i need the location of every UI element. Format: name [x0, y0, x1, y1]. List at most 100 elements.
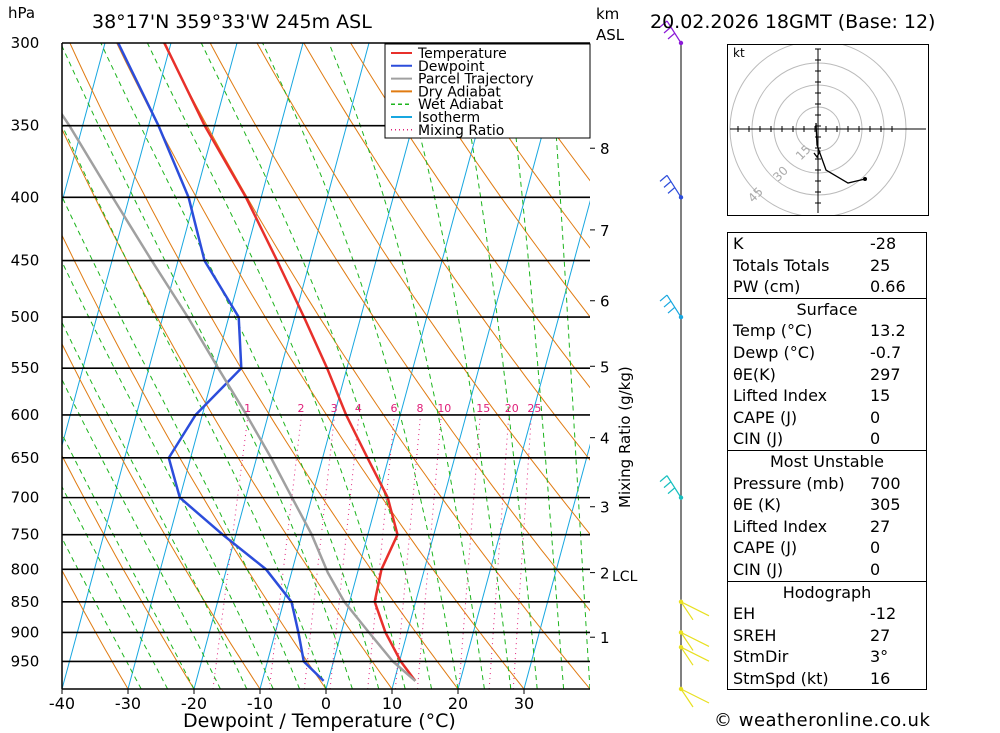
x-tick-label: -20	[181, 694, 207, 713]
wind-barb	[680, 631, 710, 651]
km-label: km	[596, 5, 619, 23]
pressure-tick-label: 900	[11, 623, 40, 641]
mixing-ratio-label: 20	[505, 402, 519, 415]
wind-barb	[659, 294, 682, 318]
x-tick-label: 30	[514, 694, 534, 713]
storm-motion-marker	[813, 150, 821, 159]
wind-barb	[659, 475, 682, 498]
wet-adiabat-line	[62, 260, 274, 689]
wind-barb	[680, 601, 710, 621]
km-tick-label: 1	[600, 629, 610, 647]
surface-row: Lifted Index 15	[733, 386, 891, 406]
isotherm-line	[62, 43, 238, 689]
hodograph-trace	[815, 122, 866, 184]
mixing-ratio-line	[268, 414, 303, 689]
mixing-ratio-label: 3	[331, 402, 338, 415]
wet-adiabat-line	[453, 43, 538, 689]
x-tick-label: -30	[115, 694, 141, 713]
copyright-link[interactable]: © weatheronline.co.uk	[714, 710, 931, 731]
hodograph-end-point	[863, 177, 867, 181]
surface-table: Surface Temp (°C) 13.2 Dewp (°C) -0.7 θE(K…	[727, 298, 927, 451]
index-row: PW (cm) 0.66	[733, 277, 906, 297]
datetime-title: 20.02.2026 18GMT (Base: 12)	[650, 11, 935, 33]
index-row: K -28	[733, 234, 897, 253]
pressure-tick-label: 600	[11, 406, 40, 424]
wet-adiabat-line	[62, 124, 327, 689]
x-axis-title: Dewpoint / Temperature (°C)	[183, 710, 456, 732]
isotherm-line	[259, 43, 436, 689]
legend-label: Dewpoint	[418, 59, 485, 75]
wet-adiabat-line	[549, 43, 590, 689]
wet-adiabat-line	[62, 44, 353, 689]
mixing-ratio-line	[303, 414, 336, 689]
wind-barb	[659, 20, 682, 44]
wet-adiabat-line	[262, 43, 459, 689]
pressure-tick-label: 750	[11, 526, 40, 544]
dry-adiabat-line	[62, 569, 129, 689]
km-tick-label: 8	[600, 140, 610, 158]
profiles	[62, 43, 417, 682]
hodograph-row: SREH 27	[733, 625, 891, 645]
dry-adiabat-line	[350, 43, 590, 389]
mixing-ratio-label: 4	[355, 402, 362, 415]
pressure-tick-label: 450	[11, 252, 40, 270]
isotherm-line	[325, 43, 502, 689]
mixing-ratio-line	[394, 414, 422, 689]
mixing-ratio-label: 6	[390, 402, 397, 415]
wet-adiabat-line	[62, 537, 142, 689]
km-tick-label: 7	[600, 222, 610, 240]
wet-adiabat-line	[62, 432, 195, 689]
km-tick-label: 3	[600, 499, 610, 517]
mixing-ratio-label: 25	[527, 402, 541, 415]
hodograph-ring-label: 30	[770, 163, 791, 184]
mixing-ratio-label: 2	[298, 402, 305, 415]
axes: 1 2 3 4 6 8 10 15 20 2530035040045050055060065070…	[11, 34, 610, 713]
legend-label: Temperature	[417, 46, 507, 62]
wind-barb	[680, 646, 710, 666]
mixing-ratio-label: 8	[417, 402, 424, 415]
x-tick-label: -40	[49, 694, 75, 713]
hodograph-row: EH -12	[733, 604, 897, 624]
legend-label: Mixing Ratio	[418, 123, 504, 139]
isotherm-line	[457, 199, 590, 689]
hodograph-row: StmDir 3°	[733, 647, 889, 667]
most-unstable-row: CAPE (J) 0	[733, 538, 881, 558]
temperature-line	[163, 43, 417, 682]
dry-adiabat-line	[443, 43, 590, 249]
surface-title: Surface	[796, 299, 858, 319]
wind-barbs	[659, 20, 710, 708]
mixing-ratio-line	[458, 414, 481, 689]
km-tick-label: 5	[600, 358, 610, 376]
legend-label: Parcel Trajectory	[418, 72, 534, 88]
hodograph-title: Hodograph	[782, 582, 872, 602]
hodograph-unit-label: kt	[733, 46, 745, 60]
mixing-ratio-line	[329, 414, 360, 689]
pressure-tick-label: 950	[11, 652, 40, 670]
mixing-ratio-line	[488, 414, 510, 689]
most-unstable-row: Pressure (mb) 700	[733, 473, 901, 493]
hodograph-ring-label: 15	[793, 142, 814, 163]
legend-label: Dry Adiabat	[418, 84, 501, 100]
isotherm-line	[62, 43, 106, 204]
indices-table: K -28 Totals Totals 25 PW (cm) 0.66	[727, 232, 927, 299]
mixing-ratio-line	[367, 414, 395, 689]
most-unstable-row: Lifted Index 27	[733, 516, 891, 536]
mixing-ratio-line	[512, 414, 532, 689]
pressure-tick-label: 400	[11, 188, 40, 206]
hodograph-chart: kt 15 30 45	[729, 40, 926, 218]
isotherm-line	[523, 443, 590, 689]
dry-adiabat-line	[116, 43, 525, 689]
surface-row: Temp (°C) 13.2	[733, 321, 906, 341]
lcl-label: LCL	[612, 569, 638, 585]
surface-row: CAPE (J) 0	[733, 407, 881, 427]
km-tick-label: 6	[600, 293, 610, 311]
most-unstable-table: Most Unstable Pressure (mb) 700 θE (K) 305…	[727, 450, 927, 582]
surface-row: θE(K) 297	[733, 364, 901, 384]
mixing-ratio-label: 1	[244, 402, 251, 415]
pressure-tick-label: 300	[11, 34, 40, 52]
pressure-tick-label: 650	[11, 449, 40, 467]
legend-label: Wet Adiabat	[418, 97, 504, 113]
dry-adiabat-line	[959, 43, 1000, 689]
pressure-tick-label: 350	[11, 117, 40, 135]
